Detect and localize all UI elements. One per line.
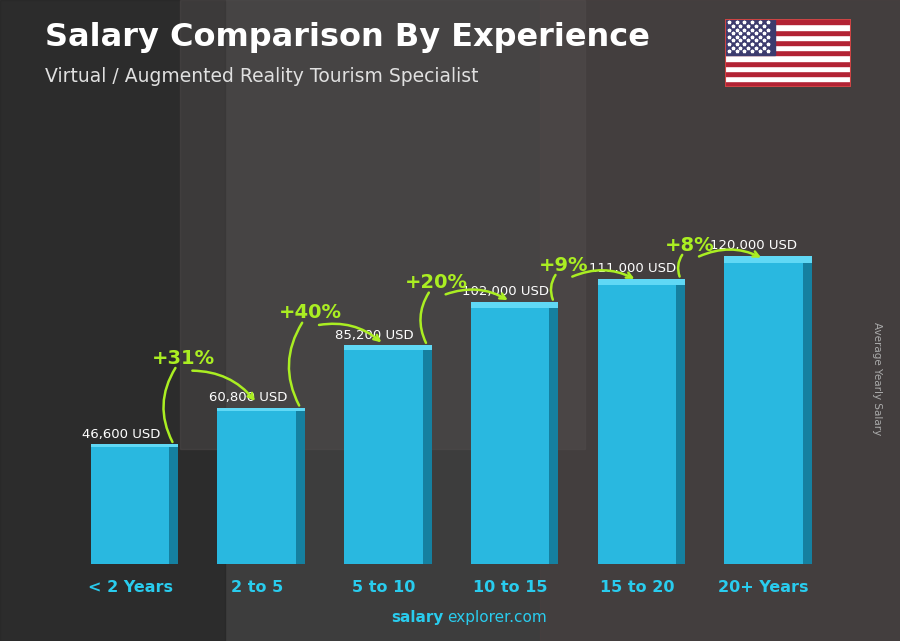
- Bar: [598, 285, 676, 564]
- Bar: [676, 285, 685, 564]
- Bar: [598, 279, 685, 285]
- Text: +40%: +40%: [278, 303, 341, 322]
- Bar: [724, 61, 850, 66]
- Bar: [724, 71, 850, 76]
- Bar: [471, 308, 550, 564]
- Bar: [471, 302, 558, 308]
- Bar: [169, 447, 178, 564]
- Bar: [724, 45, 850, 50]
- Bar: [724, 76, 850, 81]
- Bar: [0, 0, 225, 641]
- Text: Virtual / Augmented Reality Tourism Specialist: Virtual / Augmented Reality Tourism Spec…: [45, 67, 479, 87]
- Text: +20%: +20%: [405, 273, 468, 292]
- Text: Salary Comparison By Experience: Salary Comparison By Experience: [45, 22, 650, 53]
- Bar: [724, 81, 850, 87]
- Bar: [540, 0, 900, 641]
- Bar: [91, 447, 169, 564]
- Bar: [724, 66, 850, 71]
- Text: 60,800 USD: 60,800 USD: [209, 391, 287, 404]
- Bar: [803, 263, 812, 564]
- Text: 85,200 USD: 85,200 USD: [336, 329, 414, 342]
- Bar: [218, 412, 296, 564]
- Bar: [344, 345, 432, 350]
- Bar: [180, 0, 585, 449]
- Bar: [218, 408, 305, 412]
- Bar: [724, 256, 812, 263]
- Bar: [724, 24, 850, 29]
- Text: explorer.com: explorer.com: [447, 610, 547, 625]
- Bar: [724, 29, 850, 35]
- Bar: [423, 350, 432, 564]
- Bar: [724, 263, 803, 564]
- Text: 120,000 USD: 120,000 USD: [710, 239, 797, 253]
- Text: +31%: +31%: [152, 349, 215, 367]
- Bar: [724, 19, 850, 24]
- Text: 111,000 USD: 111,000 USD: [589, 262, 676, 276]
- Text: Average Yearly Salary: Average Yearly Salary: [872, 322, 883, 435]
- Text: +9%: +9%: [539, 256, 589, 274]
- Bar: [724, 35, 850, 40]
- Bar: [296, 412, 305, 564]
- Bar: [550, 308, 558, 564]
- Bar: [724, 19, 775, 56]
- Text: 46,600 USD: 46,600 USD: [82, 428, 160, 440]
- Text: +8%: +8%: [665, 235, 715, 254]
- Bar: [724, 40, 850, 45]
- Bar: [344, 350, 423, 564]
- Text: salary: salary: [392, 610, 444, 625]
- Bar: [724, 56, 850, 61]
- Bar: [724, 50, 850, 56]
- Text: 102,000 USD: 102,000 USD: [462, 285, 549, 299]
- Bar: [91, 444, 178, 447]
